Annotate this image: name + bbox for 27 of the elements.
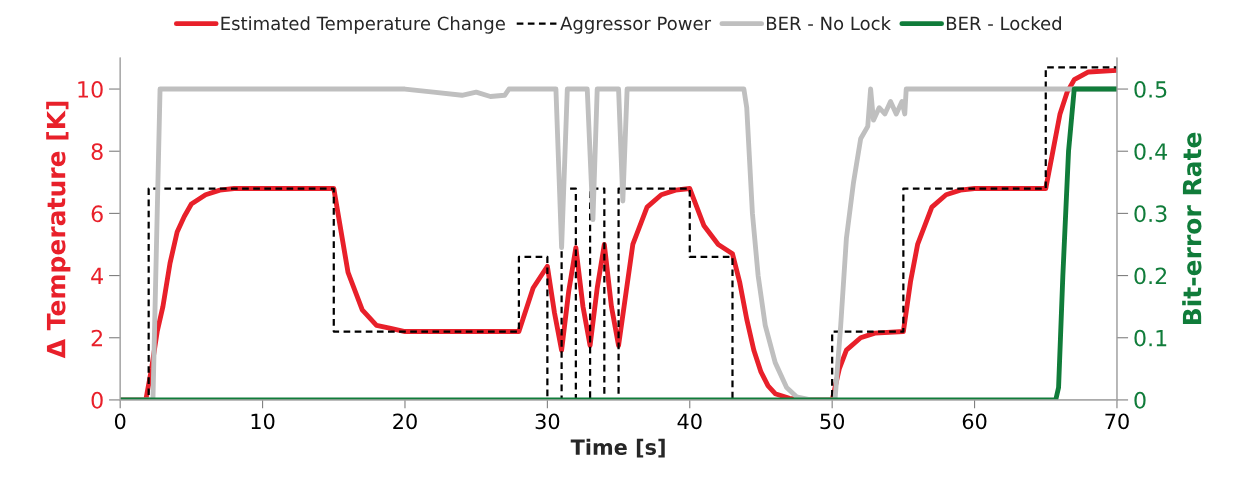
y2-tick-label: 0	[1134, 391, 1146, 409]
x-tick-label: 10	[251, 413, 275, 430]
y-axis-title: Δ Temperature [K]	[46, 101, 71, 359]
x-tick-label: 50	[820, 413, 845, 430]
x-tick-label: 0	[114, 413, 126, 430]
y2-tick-label: 0.4	[1134, 143, 1168, 160]
legend-label: Estimated Temperature Change	[221, 16, 505, 34]
y-tick-label: 0	[91, 391, 103, 409]
legend-label: Aggressor Power	[560, 16, 712, 34]
y2-tick-label: 0.3	[1134, 205, 1167, 223]
y-tick-label: 4	[91, 267, 103, 285]
y2-tick-label: 0.1	[1134, 329, 1167, 347]
legend-label: BER - Locked	[946, 16, 1061, 31]
x-axis-title: Time [s]	[570, 438, 665, 458]
y-tick-label: 2	[91, 329, 102, 347]
x-tick-label: 70	[1105, 413, 1129, 430]
x-tick-label: 60	[962, 413, 987, 430]
legend-label: BER - No Lock	[767, 16, 891, 31]
y2-axis-title: Bit-error Rate	[1182, 132, 1202, 325]
x-tick-label: 20	[393, 413, 417, 430]
x-tick-label: 30	[535, 413, 560, 430]
y-tick-label: 10	[78, 81, 103, 98]
x-tick-label: 40	[677, 413, 702, 430]
y2-tick-label: 0.2	[1134, 267, 1167, 285]
y-tick-label: 6	[91, 205, 103, 223]
y-tick-label: 8	[91, 143, 103, 160]
y2-tick-label: 0.5	[1134, 81, 1167, 98]
